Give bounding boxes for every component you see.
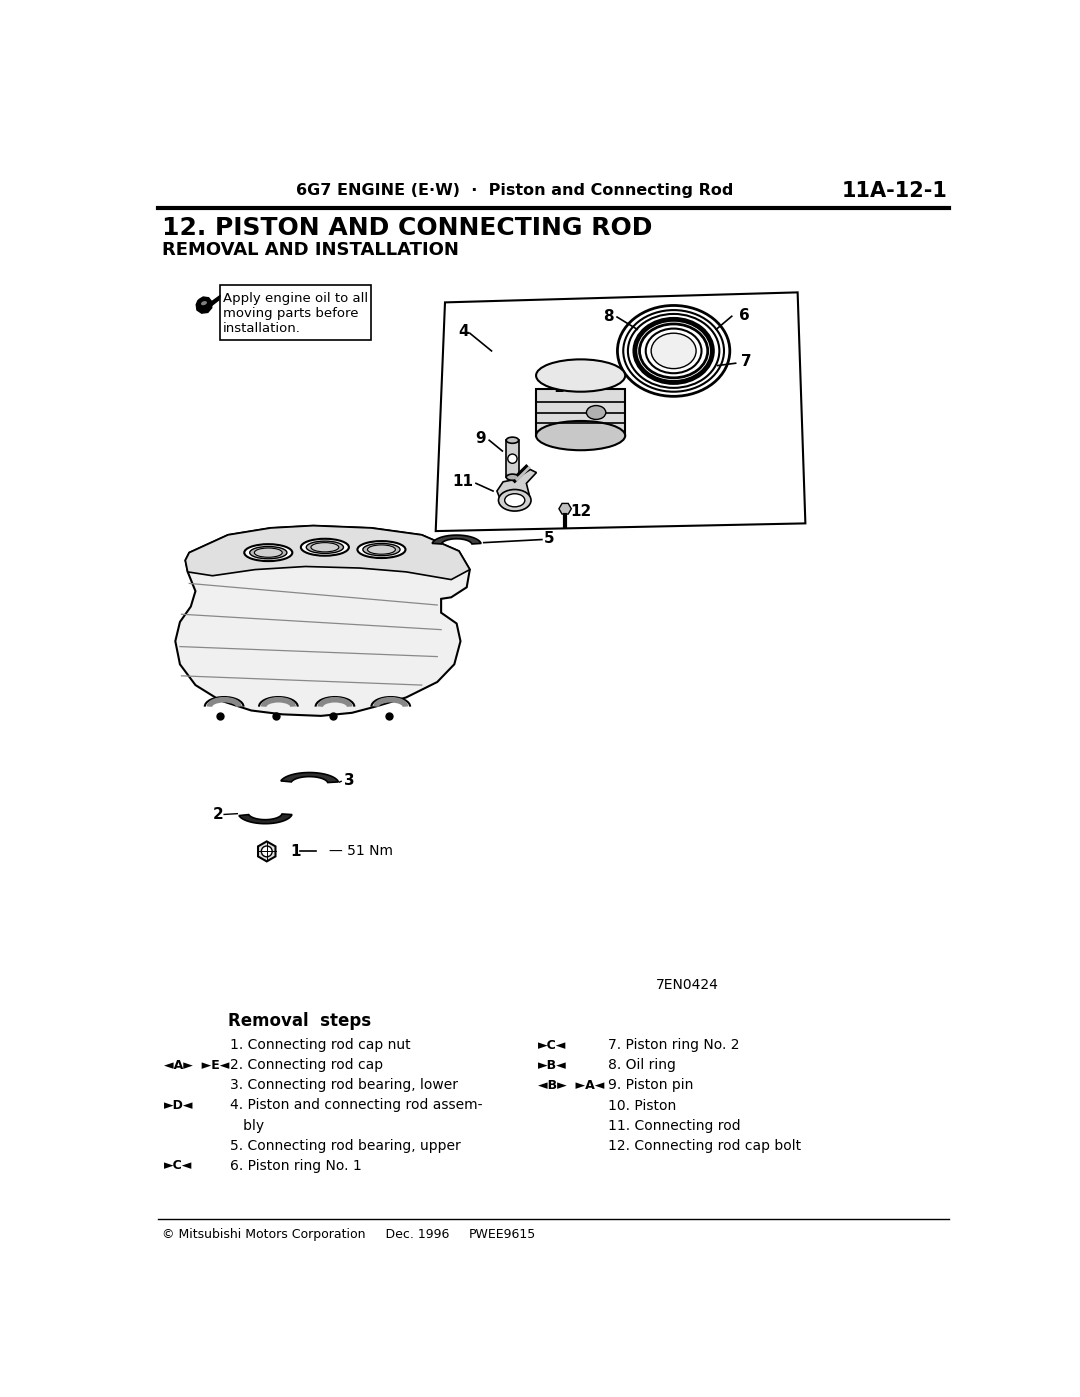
Ellipse shape (504, 493, 525, 507)
Text: ◄B►  ►A◄: ◄B► ►A◄ (538, 1078, 605, 1092)
Ellipse shape (586, 405, 606, 419)
Ellipse shape (646, 328, 702, 373)
Polygon shape (212, 295, 220, 306)
Text: ►D◄: ►D◄ (164, 1099, 194, 1112)
Circle shape (261, 847, 272, 856)
Ellipse shape (255, 548, 282, 557)
Ellipse shape (244, 545, 293, 562)
Text: 11. Connecting rod: 11. Connecting rod (608, 1119, 741, 1133)
Text: 4: 4 (458, 324, 469, 339)
Text: 5. Connecting rod bearing, upper: 5. Connecting rod bearing, upper (230, 1139, 460, 1153)
Text: 12. PISTON AND CONNECTING ROD: 12. PISTON AND CONNECTING ROD (162, 215, 652, 240)
Text: ◄A►  ►E◄: ◄A► ►E◄ (164, 1059, 230, 1071)
Polygon shape (186, 525, 470, 580)
Ellipse shape (249, 546, 287, 559)
Ellipse shape (536, 420, 625, 450)
Text: ►B◄: ►B◄ (538, 1059, 567, 1071)
Text: 1: 1 (291, 844, 300, 859)
Polygon shape (197, 298, 212, 313)
Ellipse shape (307, 541, 343, 553)
Text: 6: 6 (740, 307, 751, 323)
Text: REMOVAL AND INSTALLATION: REMOVAL AND INSTALLATION (162, 242, 459, 258)
Text: © Mitsubishi Motors Corporation     Dec. 1996: © Mitsubishi Motors Corporation Dec. 199… (162, 1228, 449, 1241)
Polygon shape (507, 440, 518, 478)
Polygon shape (537, 390, 625, 436)
Text: 11A-12-1: 11A-12-1 (841, 180, 947, 201)
Text: 5: 5 (544, 531, 555, 546)
Polygon shape (497, 469, 537, 510)
Text: 7: 7 (741, 355, 752, 369)
Polygon shape (239, 814, 292, 824)
Text: PWEE9615: PWEE9615 (469, 1228, 536, 1241)
Text: — 51 Nm: — 51 Nm (328, 844, 393, 858)
Ellipse shape (651, 334, 697, 369)
Ellipse shape (363, 543, 400, 556)
Ellipse shape (201, 302, 207, 306)
Text: 6G7 ENGINE (E·W)  ·  Piston and Connecting Rod: 6G7 ENGINE (E·W) · Piston and Connecting… (296, 183, 733, 198)
Ellipse shape (508, 454, 517, 464)
Polygon shape (281, 773, 338, 782)
Text: Apply engine oil to all
moving parts before
installation.: Apply engine oil to all moving parts bef… (224, 292, 368, 335)
Ellipse shape (367, 545, 395, 555)
Text: 6. Piston ring No. 1: 6. Piston ring No. 1 (230, 1158, 362, 1172)
Ellipse shape (507, 474, 518, 481)
Ellipse shape (311, 542, 339, 552)
Text: 9: 9 (475, 432, 486, 446)
Text: Removal  steps: Removal steps (228, 1011, 372, 1030)
Ellipse shape (499, 489, 531, 511)
Text: 10: 10 (554, 380, 575, 394)
Text: 8: 8 (604, 309, 613, 324)
Text: 7EN0424: 7EN0424 (656, 978, 718, 992)
Ellipse shape (536, 359, 625, 391)
Ellipse shape (301, 539, 349, 556)
FancyBboxPatch shape (220, 285, 372, 339)
Ellipse shape (507, 437, 518, 443)
Text: 2. Connecting rod cap: 2. Connecting rod cap (230, 1059, 382, 1073)
Polygon shape (258, 841, 275, 862)
Polygon shape (432, 535, 481, 543)
Polygon shape (175, 525, 470, 715)
Text: 11: 11 (451, 475, 473, 489)
Polygon shape (435, 292, 806, 531)
Text: 2: 2 (213, 807, 224, 821)
Text: 9. Piston pin: 9. Piston pin (608, 1078, 693, 1092)
Polygon shape (559, 503, 571, 514)
Text: ►C◄: ►C◄ (538, 1039, 566, 1052)
Text: bly: bly (230, 1119, 264, 1133)
Text: 12: 12 (570, 504, 592, 520)
Text: 1. Connecting rod cap nut: 1. Connecting rod cap nut (230, 1038, 410, 1052)
Text: 3. Connecting rod bearing, lower: 3. Connecting rod bearing, lower (230, 1078, 458, 1092)
Text: 3: 3 (345, 773, 355, 788)
Text: 10. Piston: 10. Piston (608, 1098, 676, 1112)
Text: 8. Oil ring: 8. Oil ring (608, 1059, 676, 1073)
Text: ►C◄: ►C◄ (164, 1160, 193, 1172)
Text: 12. Connecting rod cap bolt: 12. Connecting rod cap bolt (608, 1139, 801, 1153)
Text: 4. Piston and connecting rod assem-: 4. Piston and connecting rod assem- (230, 1098, 482, 1112)
Text: 7. Piston ring No. 2: 7. Piston ring No. 2 (608, 1038, 739, 1052)
Ellipse shape (357, 541, 405, 557)
